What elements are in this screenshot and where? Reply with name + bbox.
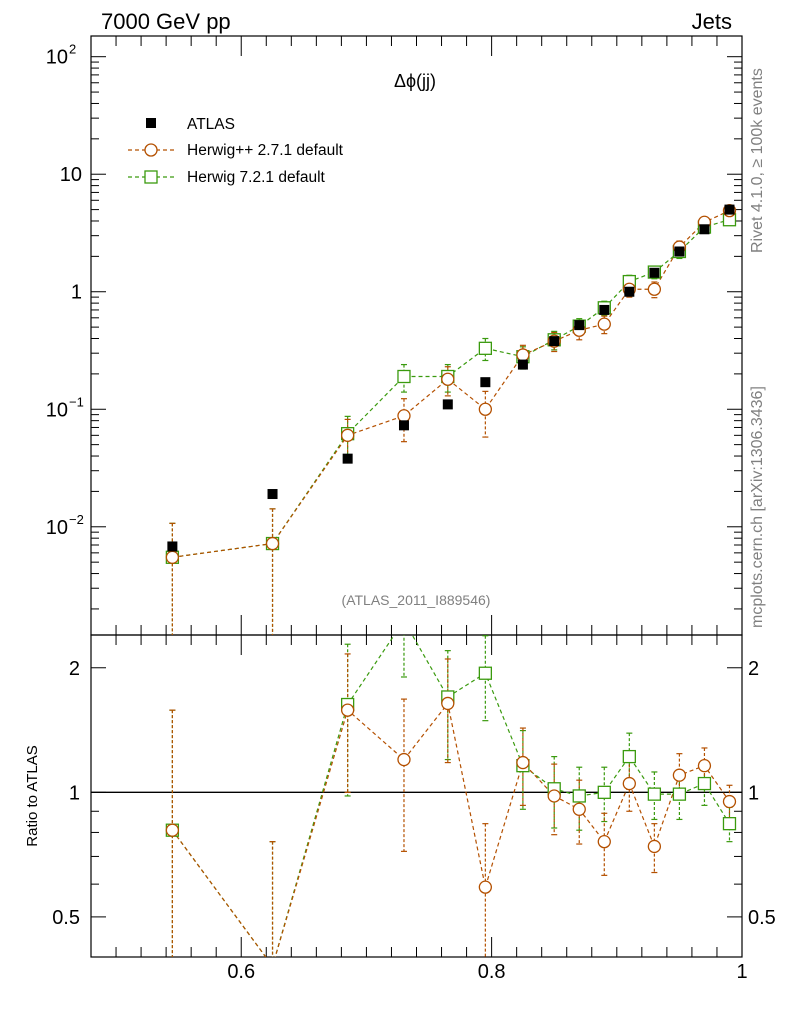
ratio-point (597, 835, 611, 849)
x-tick-label: 0.6 (227, 961, 255, 983)
ratio-point (672, 768, 687, 782)
ratio-point (647, 839, 662, 854)
data-point (165, 550, 180, 564)
data-point-atlas (480, 377, 491, 388)
data-point-atlas (442, 399, 453, 410)
data-point (265, 536, 280, 551)
y-tick-label: 10 (46, 517, 68, 539)
ratio-point (267, 960, 279, 972)
data-point-atlas (167, 541, 178, 552)
ratio-tick-label-left: 1 (69, 782, 80, 804)
y-tick-exponent: 2 (69, 42, 76, 57)
legend-label-herwigpp: Herwig++ 2.7.1 default (187, 142, 344, 159)
y-tick-label: 1 (71, 282, 82, 304)
ratio-axis-label: Ratio to ATLAS (24, 745, 41, 846)
ratio-point (622, 776, 636, 791)
data-point (478, 341, 493, 355)
ratio-line-1 (171, 702, 730, 957)
ratio-point (672, 787, 687, 801)
data-point-atlas (624, 286, 635, 297)
data-point-atlas (699, 224, 710, 235)
ratio-point (597, 785, 611, 799)
data-point-atlas (674, 246, 685, 257)
ratio-point (397, 752, 411, 767)
ratio-tick-label-right: 1 (748, 782, 759, 804)
y-tick-label: 10 (46, 47, 68, 69)
x-tick-label: 0.8 (478, 961, 506, 983)
ratio-point (441, 696, 455, 711)
ratio-point (572, 789, 586, 803)
ratio-point (622, 749, 636, 764)
side-label-bottom: mcplots.cern.ch [arXiv:1306.3436] (749, 386, 766, 628)
ratio-point (340, 703, 355, 717)
legend-marker-atlas (146, 118, 156, 128)
ratio-point (165, 823, 180, 837)
data-point-atlas (549, 336, 560, 347)
data-point (597, 317, 611, 331)
series-line-2 (172, 219, 730, 558)
ratio-point (398, 615, 410, 627)
data-point (340, 428, 355, 442)
ratio-tick-label-left: 0.5 (52, 907, 80, 929)
chart-title: Δϕ(jj) (394, 71, 436, 91)
x-axis: 0.6 0.8 1 (90, 36, 748, 983)
legend-marker-herwigpp (144, 143, 158, 157)
header-left: 7000 GeV pp (101, 9, 231, 34)
ratio-panel-frame (90, 634, 743, 958)
legend: ATLAS Herwig++ 2.7.1 default Herwig 7.2.… (128, 116, 344, 186)
data-point-atlas (517, 359, 528, 370)
header-right: Jets (692, 9, 732, 34)
y-tick-label: 10 (60, 164, 82, 186)
x-tick-label: 1 (736, 961, 747, 983)
ratio-point (572, 802, 586, 816)
legend-label-herwig7: Herwig 7.2.1 default (187, 169, 326, 186)
ratio-line-2 (171, 635, 730, 957)
legend-marker-herwig7 (144, 170, 158, 184)
legend-label-atlas: ATLAS (187, 116, 235, 133)
ratio-point (516, 755, 530, 770)
data-point (441, 372, 455, 386)
ratio-point (647, 787, 662, 801)
data-point (516, 348, 530, 362)
ratio-y-axis: 2 2 1 1 0.5 0.5 (52, 658, 776, 958)
ratio-tick-label-right: 0.5 (748, 907, 776, 929)
analysis-watermark: (ATLAS_2011_I889546) (342, 592, 491, 608)
y-tick-label: 10 (46, 399, 68, 421)
data-point (478, 402, 493, 416)
data-point-atlas (574, 320, 585, 331)
data-point-atlas (342, 453, 353, 464)
ratio-point (722, 817, 737, 831)
data-point-atlas (724, 204, 735, 215)
data-point (647, 282, 662, 296)
ratio-point (267, 960, 279, 972)
ratio-tick-label-right: 2 (748, 658, 759, 680)
ratio-point (478, 666, 493, 680)
ratio-point (547, 789, 561, 803)
data-point-atlas (649, 267, 660, 278)
data-point-atlas (267, 489, 278, 500)
side-label-top: Rivet 4.1.0, ≥ 100k events (749, 68, 766, 253)
ratio-point (697, 759, 712, 773)
data-point-atlas (398, 420, 409, 431)
data-point (397, 409, 411, 423)
data-point-atlas (599, 304, 610, 315)
y-tick-exponent: −2 (69, 512, 84, 527)
main-series-layer (165, 203, 737, 635)
ratio-tick-label-left: 2 (69, 658, 80, 680)
ratio-point (722, 794, 737, 809)
ratio-point (697, 776, 712, 791)
ratio-series-layer (165, 615, 737, 972)
y-tick-exponent: −1 (69, 394, 84, 409)
data-point (397, 369, 411, 384)
ratio-point (478, 880, 493, 894)
